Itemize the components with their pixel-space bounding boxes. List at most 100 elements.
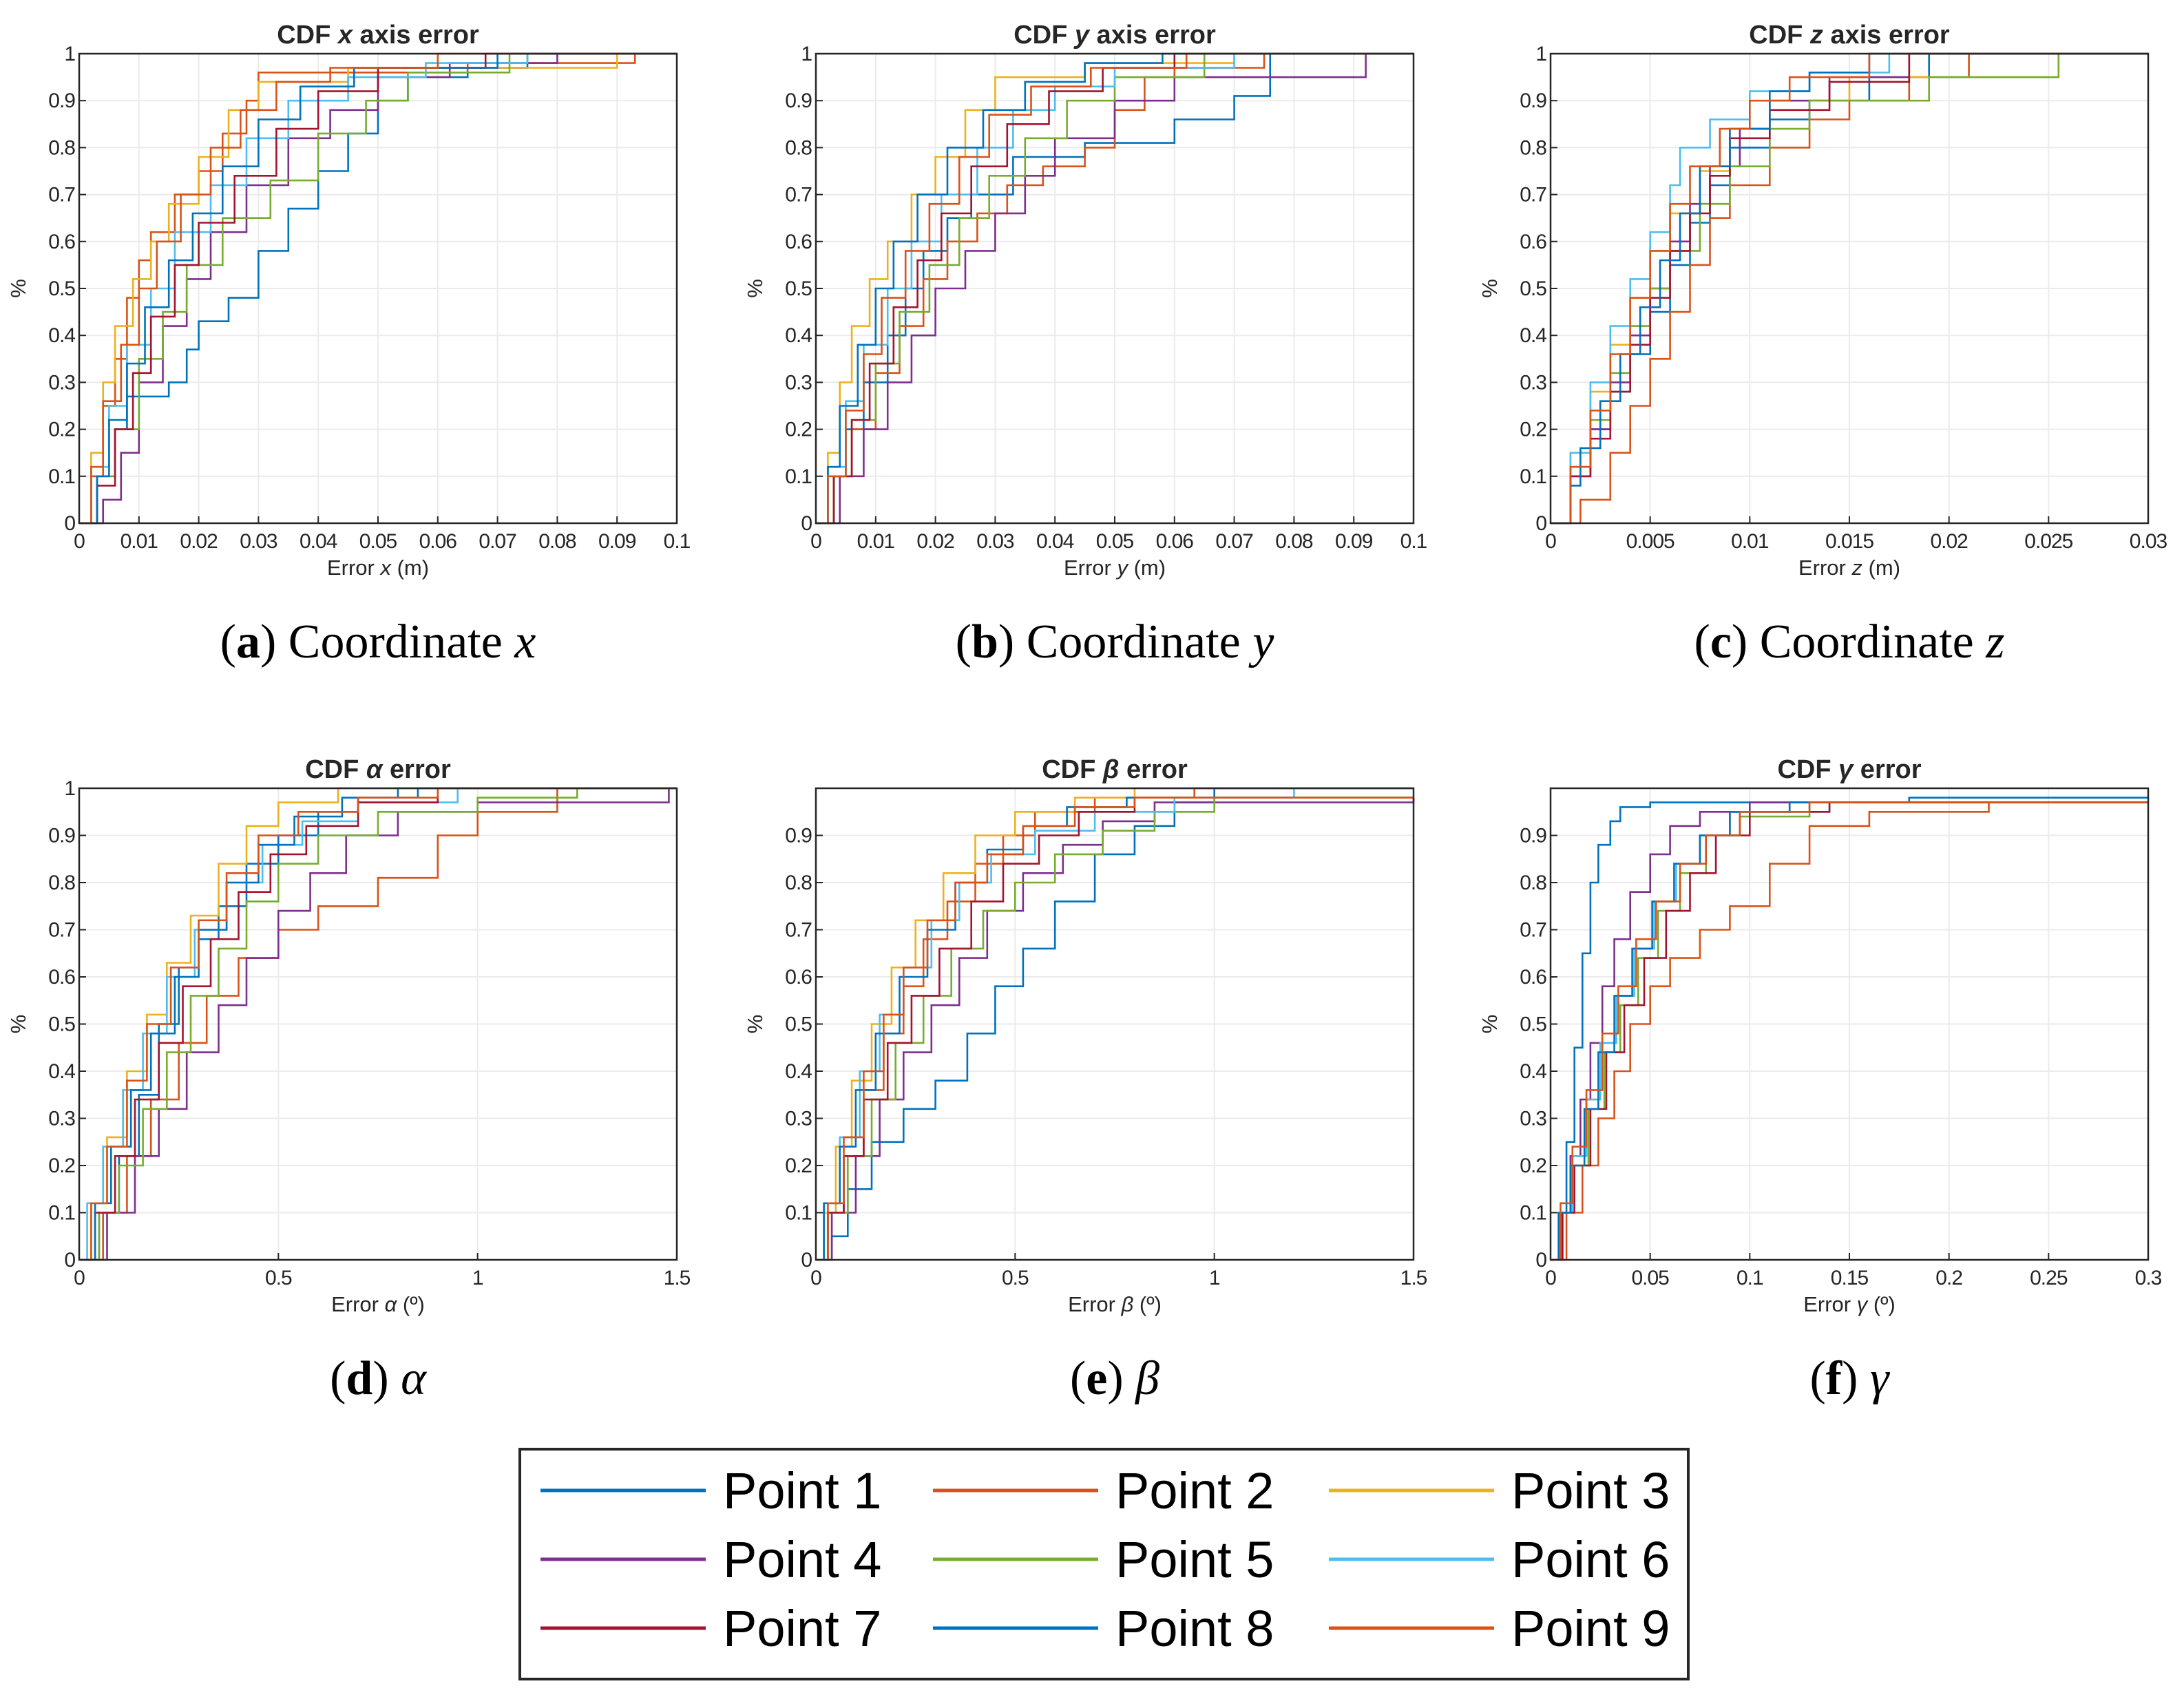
- caption-letter: d: [346, 1352, 372, 1405]
- legend-label: Point 2: [1115, 1462, 1274, 1519]
- y-tick-label: 0.3: [1520, 1108, 1546, 1130]
- x-tick-label: 0.03: [240, 530, 277, 553]
- x-tick-label: 0.01: [1731, 530, 1769, 553]
- y-tick-label: 0: [801, 1249, 812, 1272]
- legend-label: Point 7: [723, 1600, 881, 1657]
- panel-caption: (e) β: [1070, 1352, 1159, 1405]
- y-tick-label: 0.4: [1520, 1060, 1546, 1083]
- y-tick-label: 0.7: [1520, 919, 1546, 942]
- caption-text: Coordinate: [1747, 615, 1986, 668]
- legend-item-point-1: Point 1: [540, 1462, 881, 1519]
- y-axis-label: %: [6, 279, 30, 298]
- y-tick-label: 0.1: [1520, 1202, 1546, 1225]
- x-axis-label-variable: γ: [1857, 1292, 1869, 1316]
- caption-variable: z: [1985, 615, 2004, 668]
- legend-item-point-7: Point 7: [540, 1600, 881, 1657]
- panel-title-suffix: error: [1853, 755, 1921, 784]
- x-tick-label: 0: [74, 530, 85, 553]
- x-axis-label-suffix: (m): [1128, 556, 1166, 580]
- legend-label: Point 8: [1115, 1600, 1274, 1657]
- x-tick-label: 0.09: [598, 530, 636, 553]
- x-tick-label: 0.07: [1215, 530, 1253, 553]
- y-tick-label: 0.1: [785, 465, 812, 488]
- y-tick-label: 0.2: [48, 1155, 75, 1177]
- caption-variable: β: [1134, 1352, 1159, 1405]
- y-tick-label: 0.2: [785, 419, 812, 441]
- y-tick-label: 0.4: [48, 324, 75, 347]
- x-tick-label: 0.1: [1736, 1267, 1763, 1289]
- series-line-point-9: [79, 52, 677, 525]
- x-axis-label-prefix: Error: [331, 1292, 385, 1316]
- panel-title-variable: γ: [1838, 755, 1854, 784]
- y-tick-label: 0.9: [1520, 825, 1546, 847]
- x-axis-label: Error β (º): [1068, 1292, 1162, 1316]
- x-tick-label: 0.01: [857, 530, 895, 553]
- x-axis-label-prefix: Error: [1798, 556, 1852, 580]
- series-line-point-6: [79, 52, 677, 525]
- x-axis-label: Error y (m): [1064, 556, 1166, 580]
- series-line-point-8: [816, 52, 1414, 525]
- y-tick-label: 1: [64, 43, 75, 65]
- x-tick-label: 0.04: [300, 530, 337, 553]
- panel-caption: (f) γ: [1809, 1352, 1890, 1405]
- y-tick-label: 0.6: [785, 231, 812, 253]
- legend-item-point-2: Point 2: [933, 1462, 1274, 1519]
- panel-title-suffix: axis error: [1823, 21, 1950, 50]
- x-axis-label-suffix: (º): [397, 1292, 425, 1316]
- legend-item-point-8: Point 8: [933, 1600, 1274, 1657]
- y-tick-label: 0.5: [48, 277, 75, 300]
- series-line-point-7: [79, 787, 677, 1261]
- caption-text: [1858, 1352, 1870, 1405]
- y-axis-label: %: [1478, 279, 1502, 298]
- x-tick-label: 0.01: [120, 530, 158, 553]
- y-tick-label: 0.3: [48, 371, 75, 394]
- legend-item-point-9: Point 9: [1329, 1600, 1670, 1657]
- series-line-point-8: [1551, 801, 2148, 1261]
- x-tick-label: 0.025: [2024, 530, 2072, 553]
- y-tick-label: 0: [64, 512, 75, 535]
- y-tick-label: 1: [801, 43, 812, 65]
- y-tick-label: 0.6: [1520, 966, 1546, 989]
- y-tick-label: 0.4: [785, 1060, 812, 1083]
- y-tick-label: 0.4: [1520, 324, 1546, 347]
- x-tick-label: 0.02: [1930, 530, 1968, 553]
- y-tick-label: 0.3: [1520, 371, 1546, 394]
- y-tick-label: 0.8: [785, 136, 812, 159]
- legend-label: Point 4: [723, 1531, 881, 1588]
- legend-box: [518, 1448, 1690, 1680]
- x-axis-label-prefix: Error: [327, 556, 381, 580]
- y-tick-label: 0: [64, 1249, 75, 1272]
- caption-letter: f: [1826, 1352, 1842, 1405]
- y-tick-label: 0.3: [785, 1108, 812, 1130]
- y-tick-label: 1: [64, 777, 75, 800]
- panel-title: CDF x axis error: [277, 21, 479, 50]
- x-tick-label: 0.08: [538, 530, 576, 553]
- panel-title: CDF y axis error: [1014, 21, 1216, 50]
- y-tick-label: 0: [801, 512, 812, 535]
- x-axis-label-prefix: Error: [1803, 1292, 1857, 1316]
- y-tick-label: 0.8: [48, 136, 75, 159]
- panel-title-suffix: axis error: [1089, 21, 1216, 50]
- legend-item-point-6: Point 6: [1329, 1531, 1670, 1588]
- x-tick-label: 0.07: [479, 530, 516, 553]
- series-line-point-8: [79, 52, 677, 525]
- x-axis-label: Error z (m): [1798, 556, 1900, 580]
- x-tick-label: 0.04: [1036, 530, 1074, 553]
- y-axis-label: %: [743, 1015, 767, 1034]
- caption-text: Coordinate: [1014, 615, 1252, 668]
- x-tick-label: 0.3: [2135, 1267, 2162, 1289]
- panel-caption: (b) Coordinate y: [956, 615, 1275, 668]
- y-tick-label: 0.1: [48, 465, 75, 488]
- caption-variable: x: [514, 615, 536, 668]
- panel-title-prefix: CDF: [1749, 21, 1810, 50]
- panel-5: 0 0.5 1 1.5 0 0.1 0.2 0.3 0.4 0.5 0.6 0.7 0.8 0.9 CDF …: [743, 755, 1428, 1405]
- x-tick-label: 1.5: [664, 1267, 691, 1289]
- x-axis-label-variable: α: [385, 1292, 398, 1316]
- x-tick-label: 0: [810, 530, 821, 553]
- x-axis-label-suffix: (m): [1862, 556, 1900, 580]
- y-tick-label: 0.5: [785, 277, 812, 300]
- caption-letter: e: [1086, 1352, 1107, 1405]
- caption-letter: c: [1710, 615, 1732, 668]
- x-tick-label: 0.03: [2130, 530, 2167, 553]
- panel-title-variable: x: [337, 21, 354, 50]
